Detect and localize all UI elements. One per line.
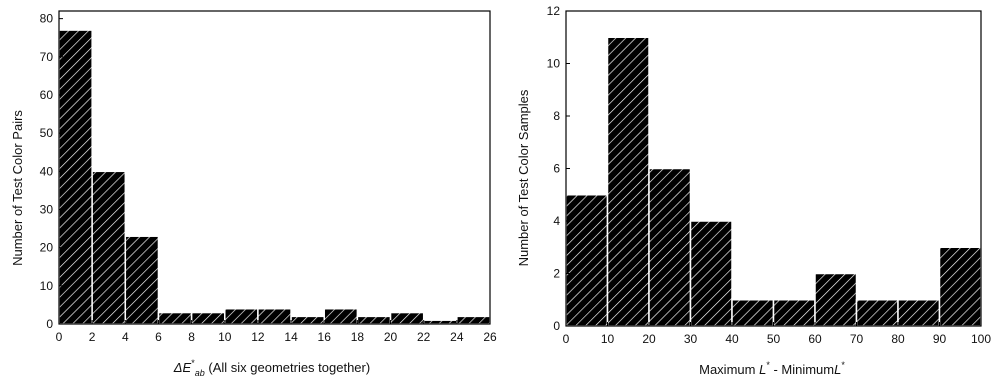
bar-lightness-range-80-90 [897, 299, 941, 327]
y-tick-label-delta-e-20: 20 [40, 241, 54, 255]
x-tick-label-delta-e-2: 2 [89, 330, 96, 344]
bar-lightness-range-50-60 [772, 299, 816, 327]
y-tick-label-lightness-range-2: 2 [553, 267, 560, 281]
x-tick-label-lightness-range-0: 0 [563, 332, 570, 346]
bar-delta-e-6-8 [157, 311, 193, 325]
bar-delta-e-0-2 [58, 29, 93, 325]
bar-lightness-range-90-100 [938, 246, 982, 327]
x-axis-title-delta-e: ΔE*ab (All six geometries together) [173, 358, 370, 378]
bar-lightness-range-10-20 [606, 36, 650, 327]
x-tick-label-delta-e-22: 22 [417, 330, 431, 344]
plot-frame-delta-e [58, 10, 491, 325]
x-tick-label-delta-e-8: 8 [188, 330, 195, 344]
x-tick-label-delta-e-14: 14 [284, 330, 298, 344]
bar-lightness-range-60-70 [814, 272, 858, 327]
x-tick-label-delta-e-26: 26 [483, 330, 497, 344]
x-title-part-3: - Minimum [770, 362, 834, 377]
histogram-lightness-range: 0 10 20 30 40 50 60 70 80 90 100 0 2 4 6 8 10 12 Number o… [516, 4, 991, 377]
y-tick-label-lightness-range-0: 0 [553, 319, 560, 333]
y-tick-label-lightness-range-10: 10 [547, 57, 561, 71]
histogram-delta-e: 0 2 4 6 8 10 12 14 16 18 20 22 24 2601020304050607080… [10, 10, 497, 378]
x-title-part-5: * [841, 360, 845, 370]
x-title-sub: ab [195, 368, 205, 378]
y-tick-label-lightness-range-8: 8 [553, 109, 560, 123]
y-axis-title-delta-e: Number of Test Color Pairs [10, 110, 25, 266]
x-tick-label-lightness-range-80: 80 [891, 332, 905, 346]
x-tick-label-delta-e-0: 0 [56, 330, 63, 344]
y-tick-label-delta-e-10: 10 [40, 279, 54, 293]
bar-lightness-range-30-40 [689, 220, 733, 327]
x-title-part-4: L [834, 362, 841, 377]
x-tick-label-lightness-range-90: 90 [933, 332, 947, 346]
x-tick-label-delta-e-10: 10 [218, 330, 232, 344]
x-tick-label-lightness-range-50: 50 [767, 332, 781, 346]
y-tick-label-lightness-range-6: 6 [553, 162, 560, 176]
bar-delta-e-14-16 [290, 315, 325, 325]
bar-lightness-range-0-10 [565, 194, 609, 327]
y-tick-label-delta-e-80: 80 [40, 12, 54, 26]
bar-delta-e-24-26 [456, 315, 491, 325]
x-tick-label-lightness-range-30: 30 [684, 332, 698, 346]
x-tick-label-delta-e-20: 20 [384, 330, 398, 344]
bar-lightness-range-20-30 [648, 167, 692, 327]
ticks-lightness-range: 0 10 20 30 40 50 60 70 80 90 100 0 2 4 6 8 10 12 [547, 4, 992, 346]
x-tick-label-delta-e-24: 24 [450, 330, 464, 344]
x-title-delta-symbol: ΔE [173, 360, 192, 375]
y-axis-title-lightness-range: Number of Test Color Samples [516, 89, 531, 266]
x-title-suffix: (All six geometries together) [208, 360, 370, 375]
bar-delta-e-2-4 [91, 170, 127, 325]
bar-delta-e-16-18 [323, 307, 359, 325]
y-tick-label-lightness-range-4: 4 [553, 214, 560, 228]
y-tick-label-delta-e-50: 50 [40, 126, 54, 140]
bar-delta-e-12-14 [257, 307, 292, 325]
x-title-part-1: L [759, 362, 766, 377]
y-tick-label-delta-e-30: 30 [40, 202, 54, 216]
x-tick-label-lightness-range-10: 10 [601, 332, 615, 346]
y-tick-label-delta-e-70: 70 [40, 50, 54, 64]
x-tick-label-lightness-range-20: 20 [642, 332, 656, 346]
x-axis-title-lightness-range: Maximum L* - MinimumL* [699, 360, 845, 377]
bar-lightness-range-70-80 [855, 299, 899, 327]
x-tick-label-delta-e-6: 6 [155, 330, 162, 344]
x-tick-label-delta-e-12: 12 [251, 330, 265, 344]
x-tick-label-lightness-range-60: 60 [808, 332, 822, 346]
y-tick-label-delta-e-60: 60 [40, 88, 54, 102]
x-tick-label-lightness-range-70: 70 [850, 332, 864, 346]
bar-delta-e-4-6 [124, 235, 160, 325]
x-tick-label-delta-e-16: 16 [318, 330, 332, 344]
bar-delta-e-20-22 [389, 311, 425, 325]
y-tick-label-delta-e-0: 0 [46, 317, 53, 331]
bar-delta-e-10-12 [224, 307, 259, 325]
bars-delta-e [58, 29, 491, 325]
bar-delta-e-18-20 [356, 315, 392, 325]
bar-lightness-range-40-50 [731, 299, 775, 327]
x-tick-label-delta-e-18: 18 [351, 330, 365, 344]
x-title-part-2: * [766, 360, 770, 370]
bar-delta-e-8-10 [190, 311, 226, 325]
bars-lightness-range [565, 36, 982, 327]
x-tick-label-lightness-range-100: 100 [971, 332, 991, 346]
y-tick-label-delta-e-40: 40 [40, 164, 54, 178]
x-tick-label-lightness-range-40: 40 [725, 332, 739, 346]
x-tick-label-delta-e-4: 4 [122, 330, 129, 344]
x-title-part-0: Maximum [699, 362, 759, 377]
x-title-sup: * [191, 358, 195, 368]
y-tick-label-lightness-range-12: 12 [547, 4, 561, 18]
